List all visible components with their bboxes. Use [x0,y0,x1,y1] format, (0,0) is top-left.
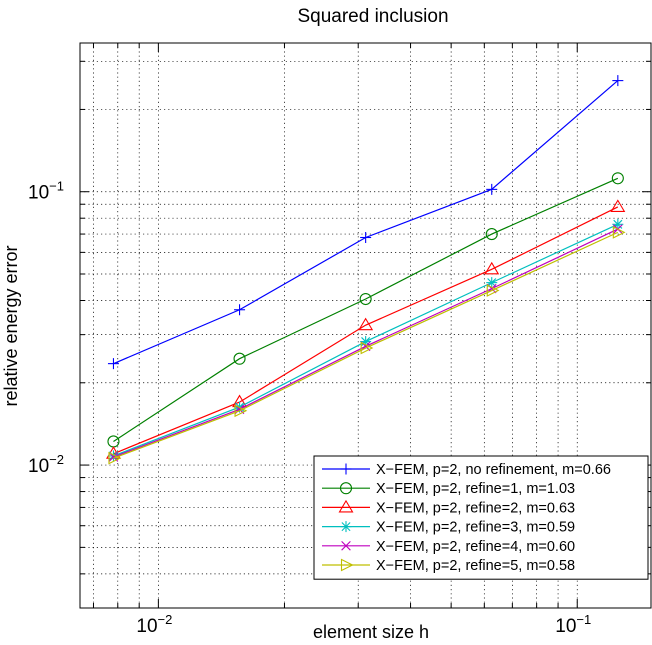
y-axis-label: relative energy error [1,245,21,406]
series-line [113,80,619,365]
series-line [113,206,619,455]
series-1 [107,75,624,370]
data-point [612,218,624,230]
legend-entry: X−FEM, p=2, refine=4, m=0.60 [322,539,575,555]
data-point [360,232,372,244]
series-2 [107,172,624,448]
data-point [233,352,246,365]
data-point [358,317,374,331]
legend-marker [338,499,354,513]
legend-marker [341,541,351,551]
legend-label: X−FEM, p=2, refine=1, m=1.03 [376,481,575,497]
data-point [610,199,626,212]
y-tick-label: 10−1 [28,179,64,204]
legend-label: X−FEM, p=2, no refinement, m=0.66 [376,462,611,478]
legend-label: X−FEM, p=2, refine=2, m=0.63 [376,500,575,516]
legend-entry: X−FEM, p=2, refine=5, m=0.58 [322,558,575,574]
series-group [105,75,626,465]
legend-box [313,455,649,580]
series-6 [108,225,626,465]
data-point [234,304,246,316]
data-point [611,172,624,185]
legend: X−FEM, p=2, no refinement, m=0.66 X−FEM, … [313,455,649,580]
data-point [107,435,120,448]
legend-entry: X−FEM, p=2, refine=3, m=0.59 [322,520,575,536]
series-line [113,231,619,459]
data-point [612,75,624,87]
legend-entry: X−FEM, p=2, refine=2, m=0.63 [322,499,575,516]
data-point [107,358,119,370]
series-4 [107,218,624,462]
chart-title: Squared inclusion [297,6,448,27]
legend-marker [340,558,354,572]
data-point [484,261,500,275]
data-point [485,228,498,241]
series-line [113,177,619,442]
x-axis-label: element size h [313,622,429,642]
data-point [234,404,248,418]
legend-label: X−FEM, p=2, refine=4, m=0.60 [376,539,575,555]
y-tick-label: 10−2 [28,452,64,477]
legend-marker [339,482,353,495]
legend-marker [340,521,352,533]
legend-entry: X−FEM, p=2, refine=1, m=1.03 [322,481,575,497]
x-tick-label: 10−2 [136,612,172,637]
data-point [612,225,626,239]
legend-label: X−FEM, p=2, refine=3, m=0.59 [376,520,575,536]
legend-entry: X−FEM, p=2, no refinement, m=0.66 [322,462,611,478]
data-point [360,336,372,348]
data-point [108,451,122,465]
x-tick-label: 10−1 [555,612,591,637]
data-point [360,341,374,355]
data-point [486,183,498,195]
axis-ticks: 10−2 10−1 10−2 10−1 [28,43,651,637]
data-point [486,284,500,297]
legend-label: X−FEM, p=2, refine=5, m=0.58 [376,558,575,574]
legend-marker [340,463,352,475]
plot-area-frame [79,42,652,609]
data-point [359,292,372,306]
